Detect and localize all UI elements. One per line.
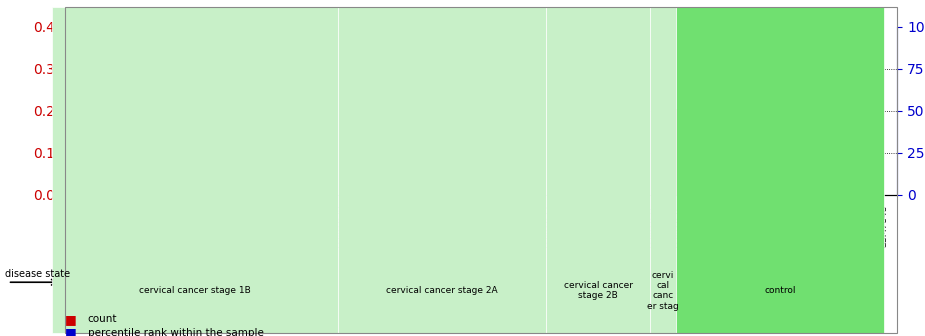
Bar bbox=[671, 109, 682, 195]
Bar bbox=[232, 191, 236, 195]
Bar bbox=[388, 193, 392, 195]
Bar bbox=[203, 166, 213, 195]
Bar bbox=[831, 128, 834, 195]
Text: GDS470 / 2515: GDS470 / 2515 bbox=[123, 10, 228, 24]
Text: cervical cancer stage 2A: cervical cancer stage 2A bbox=[386, 286, 498, 295]
Text: cervical cancer
stage 2B: cervical cancer stage 2B bbox=[563, 281, 633, 300]
Bar bbox=[492, 166, 496, 195]
Text: ■: ■ bbox=[65, 313, 77, 326]
Bar bbox=[179, 138, 184, 195]
Bar bbox=[596, 159, 600, 195]
Text: ■: ■ bbox=[65, 326, 77, 336]
Bar bbox=[411, 71, 421, 195]
Text: count: count bbox=[88, 314, 117, 324]
Bar bbox=[228, 190, 239, 195]
Bar bbox=[206, 176, 210, 195]
Bar bbox=[827, 86, 837, 195]
Text: cervical cancer stage 1B: cervical cancer stage 1B bbox=[139, 286, 251, 295]
Text: cervi
cal
canc
er stag: cervi cal canc er stag bbox=[648, 270, 679, 311]
Bar bbox=[359, 29, 369, 195]
Bar bbox=[623, 149, 626, 195]
Bar bbox=[414, 130, 418, 195]
Bar bbox=[280, 185, 291, 195]
Bar bbox=[857, 161, 860, 195]
Bar bbox=[593, 120, 603, 195]
Bar bbox=[362, 109, 366, 195]
Text: percentile rank within the sample: percentile rank within the sample bbox=[88, 328, 264, 336]
Bar bbox=[778, 168, 783, 195]
Bar bbox=[801, 140, 811, 195]
Bar bbox=[515, 124, 525, 195]
Bar bbox=[488, 153, 500, 195]
Text: control: control bbox=[764, 286, 796, 295]
Bar bbox=[177, 109, 187, 195]
Bar bbox=[853, 153, 863, 195]
Text: disease state: disease state bbox=[5, 269, 69, 279]
Bar bbox=[619, 124, 629, 195]
Bar bbox=[284, 184, 288, 195]
